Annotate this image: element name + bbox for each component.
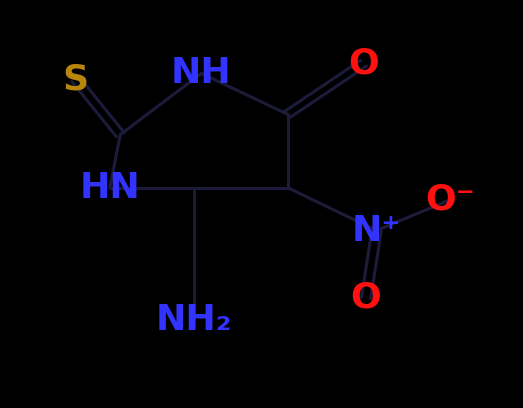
Text: N⁺: N⁺ — [352, 213, 401, 248]
Text: NH: NH — [171, 56, 232, 91]
Text: O⁻: O⁻ — [425, 183, 475, 217]
Text: O: O — [348, 46, 379, 80]
Text: O: O — [351, 281, 381, 315]
Text: NH₂: NH₂ — [155, 303, 232, 337]
Text: HN: HN — [79, 171, 140, 205]
Text: S: S — [63, 62, 89, 97]
